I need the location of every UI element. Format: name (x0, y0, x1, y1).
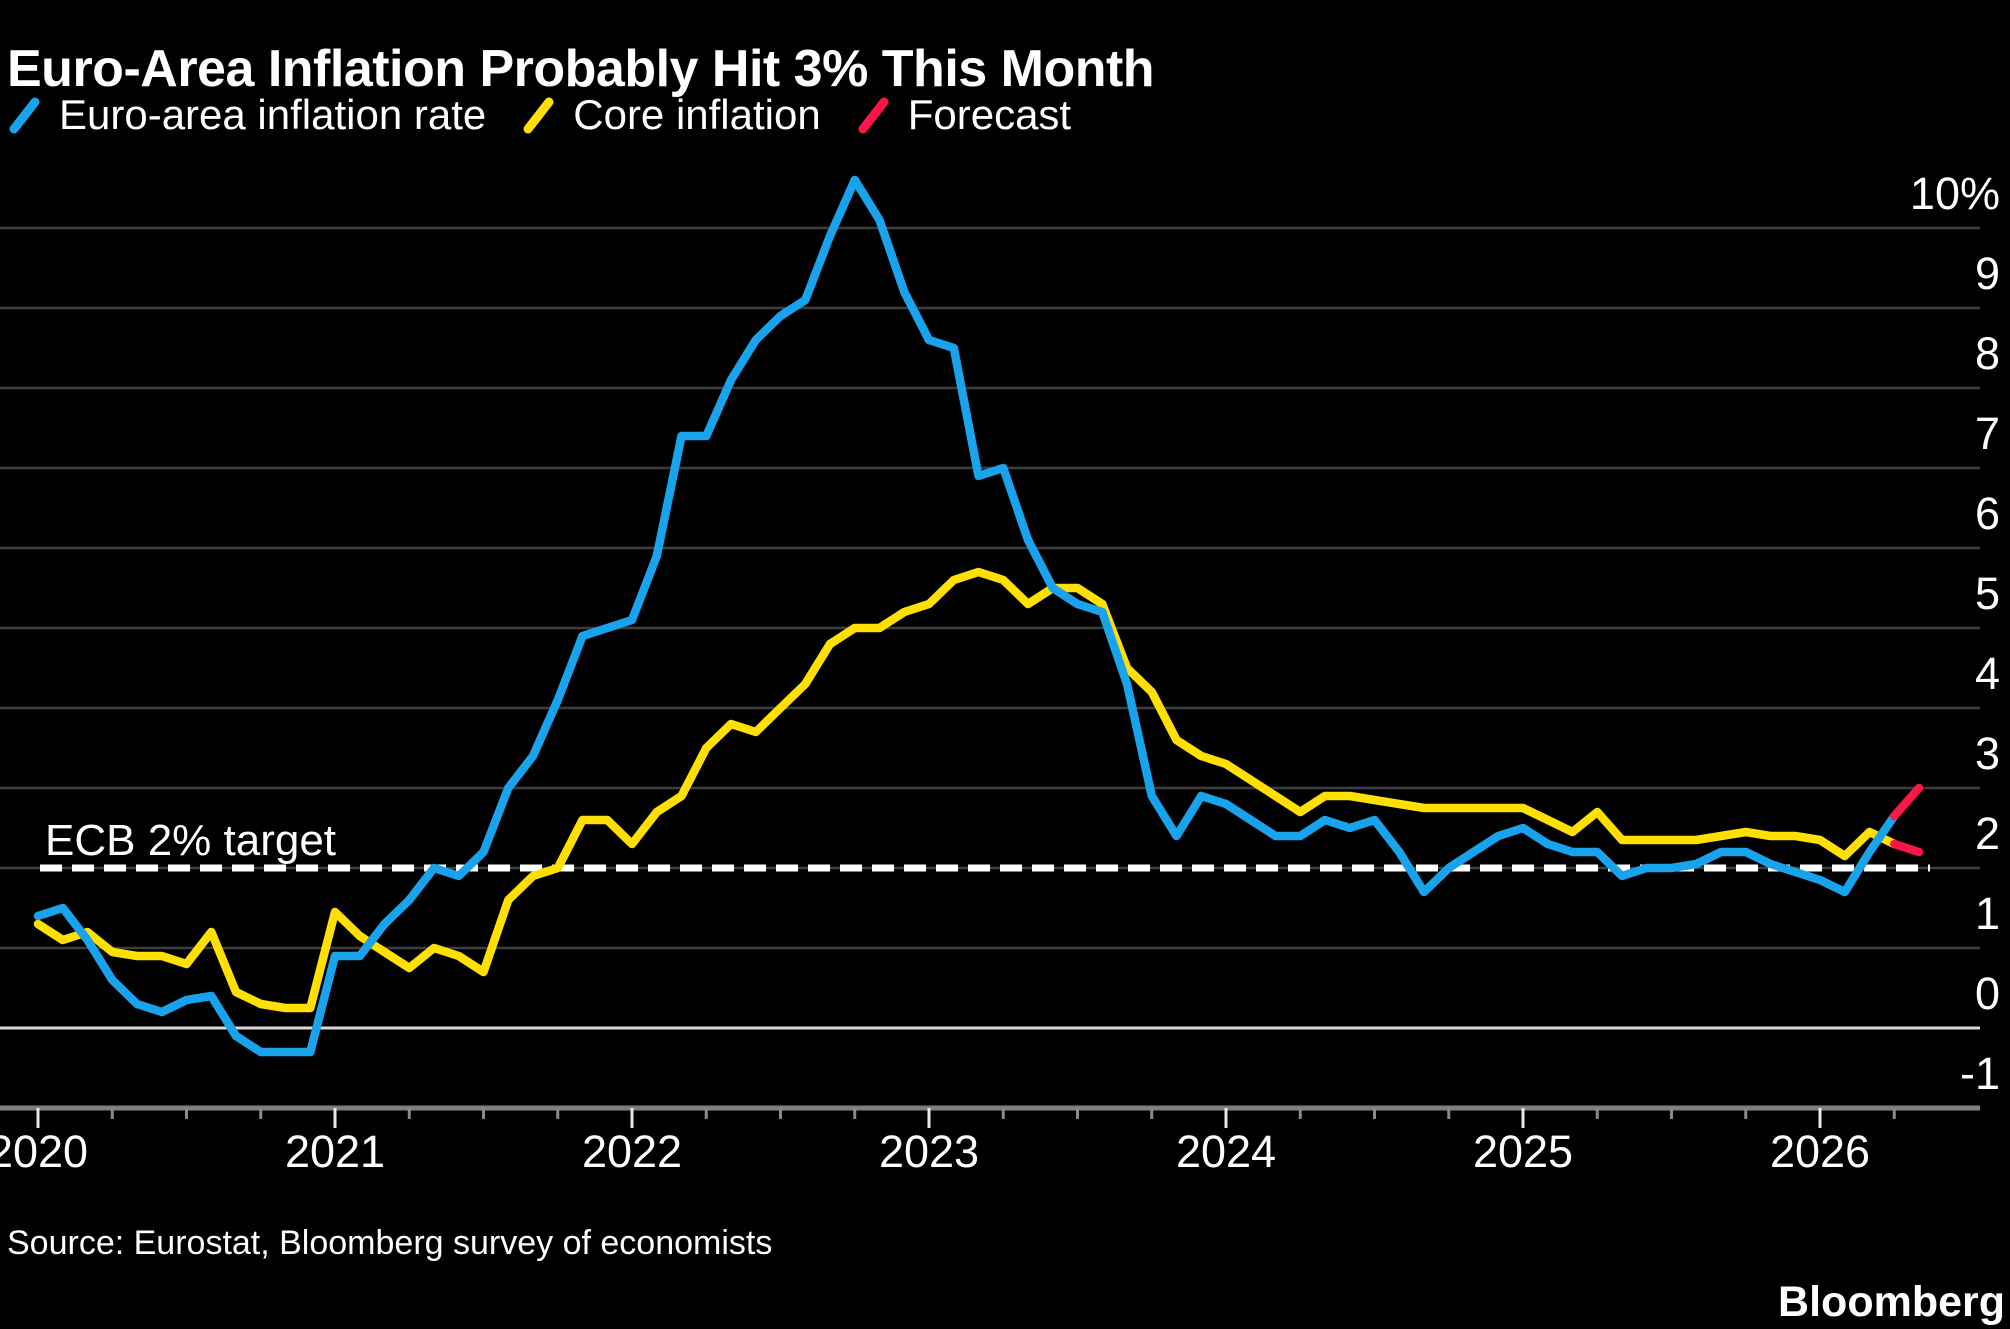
x-axis-label-2024: 2024 (1176, 1126, 1276, 1177)
headline-series-line (33, 175, 1899, 1057)
x-axis-label-2020: 2020 (0, 1126, 88, 1177)
y-axis-label--1: -1 (1960, 1048, 2000, 1099)
legend-label-core: Core inflation (573, 91, 821, 138)
x-axis-label-2023: 2023 (879, 1126, 979, 1177)
y-axis-label-7: 7 (1975, 408, 2000, 459)
x-axis-label-2021: 2021 (285, 1126, 385, 1177)
bloomberg-logo: Bloomberg (1778, 1278, 2005, 1326)
core-forecast-series-line (1890, 839, 1924, 857)
legend-item-headline: Euro-area inflation rate (8, 94, 486, 136)
legend-label-forecast: Forecast (907, 91, 1072, 138)
x-axis-label-2025: 2025 (1473, 1126, 1573, 1177)
core-series-line (33, 567, 1899, 1013)
x-axis-label-2026: 2026 (1770, 1126, 1870, 1177)
y-axis-label-9: 9 (1975, 248, 2000, 299)
y-axis-label-8: 8 (1975, 328, 2000, 379)
chart-title: Euro-Area Inflation Probably Hit 3% This… (7, 39, 1155, 98)
y-axis-label-4: 4 (1975, 648, 2000, 699)
forecast-slash-icon (858, 97, 889, 134)
legend-item-core: Core inflation (522, 91, 821, 138)
y-axis-label-1: 1 (1975, 888, 2000, 939)
headline-slash-icon (9, 97, 40, 134)
y-axis-label-0: 0 (1975, 968, 2000, 1019)
x-axis-label-2022: 2022 (582, 1126, 682, 1177)
legend: Euro-area inflation rate Core inflation … (8, 94, 1071, 136)
legend-label-headline: Euro-area inflation rate (59, 91, 487, 138)
legend-item-forecast: Forecast (857, 94, 1071, 136)
y-axis-label-3: 3 (1975, 728, 2000, 779)
y-axis-label-5: 5 (1975, 568, 2000, 619)
y-axis-label-10%: 10% (1910, 168, 2000, 219)
y-axis-label-2: 2 (1975, 808, 2000, 859)
headline-forecast-series-line (1890, 783, 1924, 821)
source-note: Source: Eurostat, Bloomberg survey of ec… (7, 1224, 773, 1262)
core-slash-icon (523, 97, 554, 134)
ecb-target-label: ECB 2% target (45, 816, 336, 865)
y-axis-label-6: 6 (1975, 488, 2000, 539)
